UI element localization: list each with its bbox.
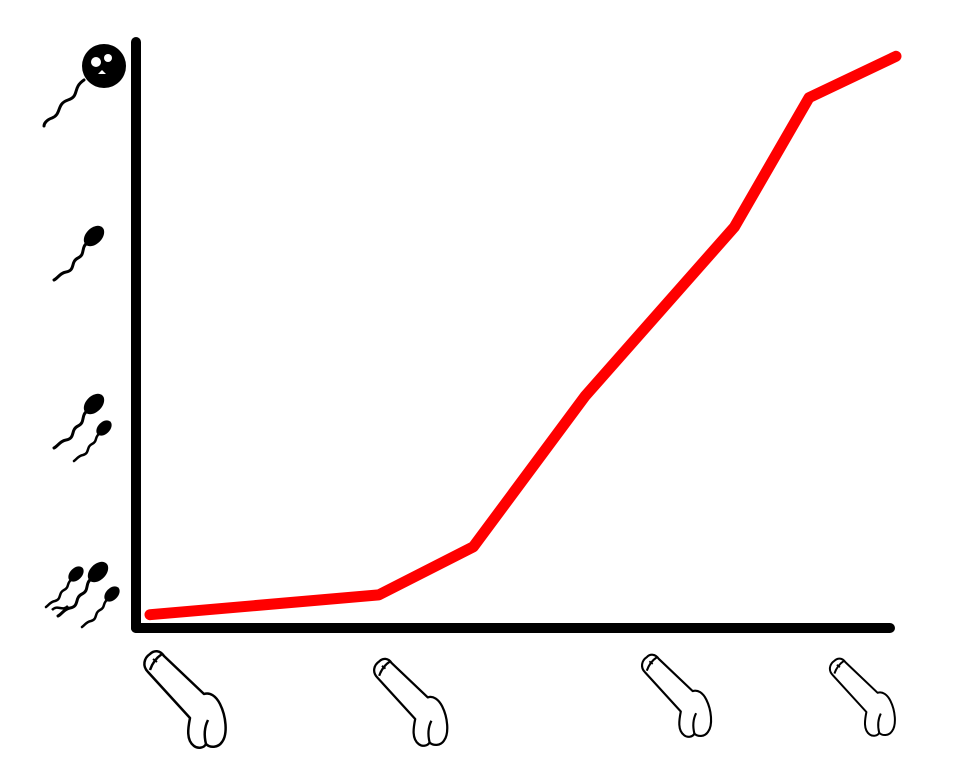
series-line — [144, 50, 902, 621]
many-sperm-icon — [44, 556, 124, 629]
medium-penis-icon — [373, 657, 449, 747]
single-sperm-icon — [52, 220, 110, 282]
small-penis-icon — [640, 653, 713, 738]
tiny-penis-icon — [828, 657, 896, 737]
large-penis-icon — [143, 649, 227, 749]
skull-sperm-icon — [42, 44, 126, 128]
few-sperm-icon — [52, 388, 116, 463]
